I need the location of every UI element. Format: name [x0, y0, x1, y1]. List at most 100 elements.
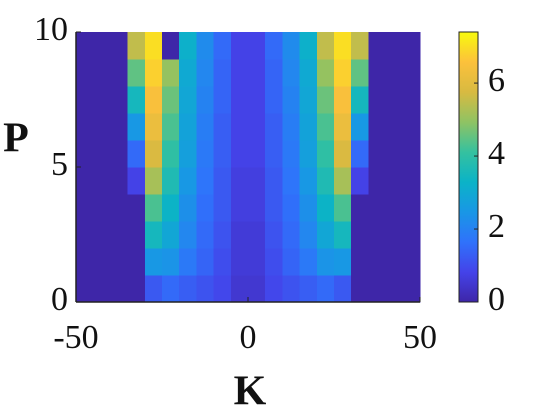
heatmap-cell [196, 194, 215, 222]
heatmap-cell [213, 194, 232, 222]
heatmap-cell [368, 32, 387, 60]
heatmap-cell [144, 113, 163, 141]
heatmap-cell [402, 248, 421, 276]
heatmap-cell [230, 113, 249, 141]
heatmap-cell [110, 221, 129, 249]
heatmap-cell [230, 59, 249, 87]
heatmap-cell [282, 32, 301, 60]
heatmap-cell [282, 275, 301, 303]
colorbar-tick-label: 4 [488, 135, 505, 172]
heatmap-cell [316, 140, 335, 168]
heatmap-cell [127, 32, 146, 60]
heatmap-cell [299, 59, 318, 87]
heatmap-cell [368, 59, 387, 87]
heatmap-cell [196, 221, 215, 249]
heatmap-cell [351, 275, 369, 303]
heatmap-cell [299, 32, 318, 60]
heatmap-cell [162, 248, 180, 276]
heatmap-cell [76, 221, 94, 249]
heatmap-cell [144, 140, 163, 168]
heatmap-cell [248, 194, 266, 222]
heatmap-cell [162, 140, 180, 168]
heatmap-cell [110, 32, 129, 60]
heatmap-cell [144, 275, 163, 303]
heatmap-cell [385, 86, 404, 114]
heatmap-cell [385, 140, 404, 168]
heatmap-cell [213, 275, 232, 303]
heatmap-cell [368, 113, 387, 141]
heatmap-cell [334, 194, 352, 222]
heatmap-cell [334, 32, 352, 60]
heatmap-cell [299, 167, 318, 195]
heatmap-cell [299, 275, 318, 303]
heatmap-cell [76, 248, 94, 276]
heatmap-cell [93, 32, 111, 60]
heatmap-cell [402, 59, 421, 87]
heatmap-cell [76, 194, 94, 222]
heatmap-cell [368, 167, 387, 195]
x-tick-label: 50 [403, 319, 437, 356]
heatmap-cell [93, 140, 111, 168]
heatmap-cell [334, 275, 352, 303]
heatmap-cell [93, 59, 111, 87]
heatmap-cell [196, 86, 215, 114]
heatmap-cell [385, 275, 404, 303]
heatmap-cell [110, 86, 129, 114]
heatmap-cell [127, 59, 146, 87]
heatmap-cell [299, 140, 318, 168]
heatmap-cell [144, 32, 163, 60]
heatmap-cell [93, 113, 111, 141]
heatmap-cell [282, 59, 301, 87]
heatmap-cell [230, 86, 249, 114]
heatmap-cell [351, 194, 369, 222]
heatmap-cell [265, 275, 283, 303]
heatmap-cell [76, 140, 94, 168]
heatmap-cell [179, 248, 197, 276]
heatmap-cell [282, 221, 301, 249]
heatmap-cell [248, 167, 266, 195]
heatmap-cell [179, 32, 197, 60]
heatmap-cell [248, 140, 266, 168]
heatmap-cell [402, 113, 421, 141]
heatmap-cell [230, 275, 249, 303]
y-axis-label: P [3, 116, 29, 162]
heatmap-cell [110, 113, 129, 141]
heatmap-cell [196, 113, 215, 141]
heatmap-cell [299, 221, 318, 249]
heatmap-cell [230, 221, 249, 249]
heatmap-cell [282, 248, 301, 276]
heatmap-cell [110, 167, 129, 195]
heatmap-cell [110, 59, 129, 87]
heatmap-cell [144, 59, 163, 87]
heatmap-cell [127, 248, 146, 276]
heatmap-cell [265, 167, 283, 195]
heatmap-cell [248, 275, 266, 303]
heatmap-cell [316, 275, 335, 303]
heatmap-cell [368, 275, 387, 303]
heatmap-cell [179, 194, 197, 222]
heatmap-cell [334, 86, 352, 114]
heatmap-cell [162, 86, 180, 114]
heatmap-cell [334, 221, 352, 249]
heatmap-cell [179, 221, 197, 249]
x-axis-label: K [234, 369, 267, 415]
heatmap-cell [334, 59, 352, 87]
heatmap-cell [299, 248, 318, 276]
y-tick-label: 0 [51, 281, 68, 318]
heatmap-cell [110, 248, 129, 276]
heatmap-cell [230, 167, 249, 195]
heatmap-cell [76, 32, 94, 60]
heatmap-cell [316, 221, 335, 249]
heatmap-cell [351, 59, 369, 87]
heatmap-cell [162, 221, 180, 249]
heatmap-cell [127, 167, 146, 195]
heatmap-cell [213, 140, 232, 168]
heatmap-cell [248, 248, 266, 276]
heatmap-cell [248, 113, 266, 141]
heatmap-cell [93, 167, 111, 195]
heatmap-cell [144, 167, 163, 195]
heatmap-cell [334, 140, 352, 168]
heatmap-cell [351, 113, 369, 141]
heatmap-cell [110, 194, 129, 222]
